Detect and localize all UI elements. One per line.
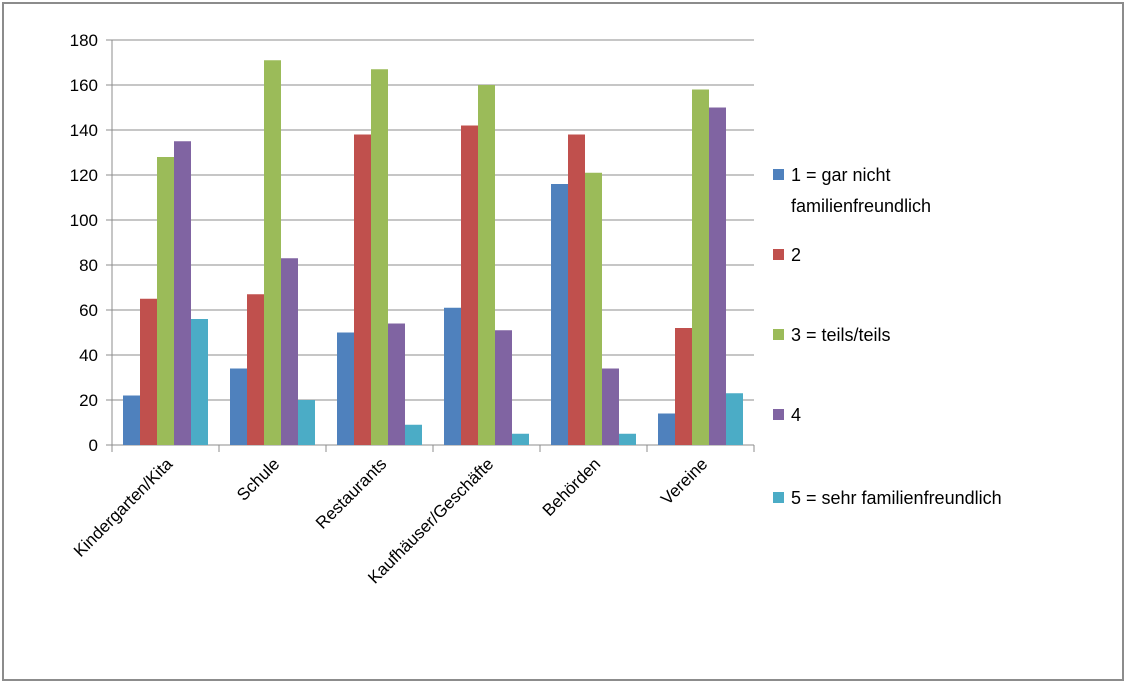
bar <box>371 69 388 445</box>
bar <box>247 294 264 445</box>
x-category-label: Schule <box>233 454 283 504</box>
x-category-label: Restaurants <box>312 454 390 532</box>
legend-label: 1 = gar nicht <box>791 165 891 185</box>
bar <box>337 332 354 445</box>
bar <box>298 400 315 445</box>
y-tick-label: 80 <box>79 256 98 275</box>
bar <box>619 433 636 445</box>
legend-swatch <box>773 492 784 503</box>
y-tick-label: 0 <box>89 436 98 455</box>
bar <box>512 433 529 445</box>
bar <box>140 298 157 445</box>
y-tick-label: 60 <box>79 301 98 320</box>
legend-swatch <box>773 249 784 260</box>
bar <box>354 134 371 445</box>
bar <box>658 413 675 445</box>
bar <box>123 395 140 445</box>
x-category-label: Kindergarten/Kita <box>70 454 177 561</box>
bar <box>602 368 619 445</box>
bar <box>388 323 405 445</box>
legend-label: 2 <box>791 245 801 265</box>
bar <box>709 107 726 445</box>
bar <box>726 393 743 445</box>
bar <box>281 258 298 445</box>
legend-label: familienfreundlich <box>791 196 931 216</box>
legend-swatch <box>773 329 784 340</box>
bar <box>585 172 602 445</box>
y-tick-label: 20 <box>79 391 98 410</box>
bar <box>551 184 568 445</box>
bar <box>230 368 247 445</box>
legend-label: 5 = sehr familienfreundlich <box>791 488 1002 508</box>
bar <box>478 85 495 445</box>
legend-swatch <box>773 409 784 420</box>
bar <box>692 89 709 445</box>
x-category-label: Vereine <box>657 454 711 508</box>
y-tick-label: 160 <box>70 76 98 95</box>
bar <box>568 134 585 445</box>
bar <box>675 328 692 445</box>
bar <box>461 125 478 445</box>
bar <box>264 60 281 445</box>
bar <box>444 307 461 445</box>
y-tick-label: 140 <box>70 121 98 140</box>
bar <box>191 319 208 445</box>
y-tick-label: 180 <box>70 31 98 50</box>
y-tick-label: 100 <box>70 211 98 230</box>
bar <box>495 330 512 445</box>
y-tick-label: 120 <box>70 166 98 185</box>
legend-label: 4 <box>791 405 801 425</box>
bar <box>405 424 422 445</box>
bar <box>157 157 174 445</box>
x-category-label: Behörden <box>539 454 605 520</box>
y-tick-label: 40 <box>79 346 98 365</box>
x-category-label: Kaufhäuser/Geschäfte <box>364 454 497 587</box>
bar <box>174 141 191 445</box>
legend-swatch <box>773 169 784 180</box>
legend-label: 3 = teils/teils <box>791 325 891 345</box>
